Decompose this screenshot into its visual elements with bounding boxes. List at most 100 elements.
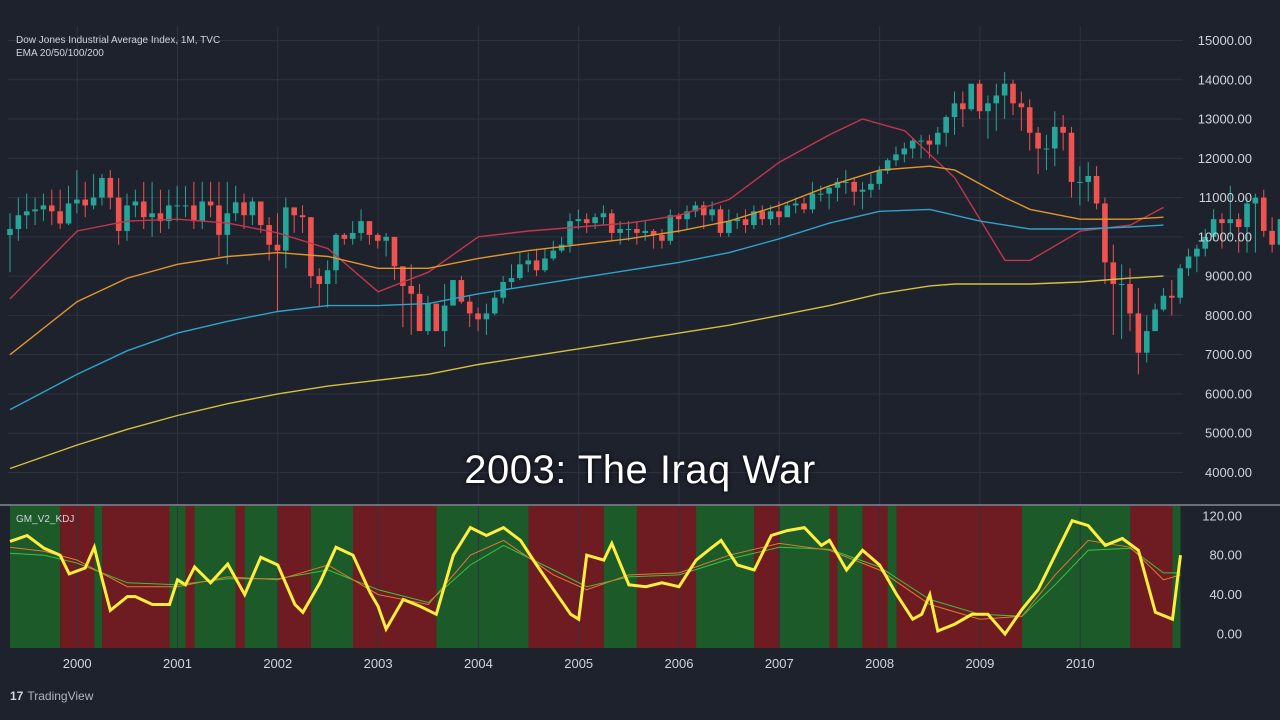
candle-body — [333, 234, 339, 271]
candle-body — [433, 303, 440, 332]
oscillator-axis: 120.00 80.00 40.00 0.00 — [1202, 508, 1242, 641]
oscillator-tick-label: 120.00 — [1202, 508, 1242, 523]
candle-body — [182, 205, 189, 207]
time-tick-label: 2004 — [464, 656, 493, 671]
candle-body — [341, 234, 348, 239]
candle-body — [1085, 175, 1092, 182]
candle-body — [734, 219, 740, 222]
candle-body — [132, 201, 139, 206]
candle-body — [57, 211, 63, 224]
candle-body — [884, 160, 891, 171]
candle-body — [592, 217, 598, 224]
candle-body — [759, 211, 766, 220]
candle-body — [550, 250, 557, 259]
time-tick-label: 2000 — [63, 656, 92, 671]
kdj-zone-bull — [10, 506, 61, 648]
candle-body — [1077, 181, 1083, 183]
price-tick-label: 6000.00 — [1205, 386, 1252, 401]
candle-body — [241, 202, 247, 216]
kdj-zone-bull — [436, 506, 529, 648]
candle-body — [1219, 219, 1225, 224]
candle-body — [709, 209, 715, 216]
time-tick-label: 2003 — [364, 656, 393, 671]
candle-body — [216, 205, 222, 235]
candle-body — [308, 217, 314, 277]
ema-indicator-title[interactable]: EMA 20/50/100/200 — [16, 48, 104, 59]
candle-body — [583, 219, 590, 224]
tradingview-brand[interactable]: 17 TradingView — [10, 689, 93, 703]
candle-body — [909, 140, 916, 149]
candle-body — [784, 205, 791, 218]
kdj-zone-bear — [636, 506, 697, 648]
candle-body — [1035, 132, 1041, 149]
candle-body — [1202, 236, 1209, 249]
chart-legend: Dow Jones Industrial Average Index, 1M, … — [16, 34, 220, 60]
candle-body — [834, 181, 841, 188]
candle-body — [567, 221, 573, 245]
candle-body — [1277, 219, 1280, 245]
candle-body — [466, 301, 473, 314]
candle-body — [475, 313, 481, 320]
candle-body — [868, 183, 874, 190]
candle-body — [684, 211, 690, 220]
candle-body — [1026, 107, 1033, 133]
candle-body — [742, 219, 749, 226]
candle-body — [968, 83, 975, 110]
candle-body — [575, 219, 582, 222]
kdj-zone-bull — [244, 506, 278, 648]
candle-body — [1010, 83, 1016, 104]
price-tick-label: 4000.00 — [1205, 465, 1252, 480]
candle-body — [859, 189, 866, 192]
candle-body — [1169, 295, 1175, 298]
candle-body — [1185, 256, 1192, 269]
candle-body — [843, 181, 849, 183]
candle-body — [876, 170, 883, 184]
symbol-title[interactable]: Dow Jones Industrial Average Index, 1M, … — [16, 35, 221, 46]
candle-body — [533, 260, 540, 271]
tradingview-logo-icon: 17 — [10, 689, 24, 703]
ema-line-ema50 — [9, 165, 1164, 356]
candle-body — [283, 207, 289, 251]
candle-body — [1018, 103, 1025, 108]
oscillator-title[interactable]: GM_V2_KDJ — [16, 514, 75, 525]
candle-body — [1135, 313, 1142, 353]
candle-body — [249, 201, 256, 216]
grid-lines — [8, 26, 1183, 648]
candle-body — [1143, 331, 1150, 353]
candle-body — [441, 305, 448, 332]
candle-body — [809, 193, 816, 210]
candle-body — [700, 205, 707, 216]
candle-body — [1160, 295, 1167, 310]
candle-body — [851, 181, 857, 192]
kdj-zone-bear — [528, 506, 604, 648]
candle-body — [90, 197, 97, 206]
candle-body — [1260, 197, 1267, 231]
candle-body — [1252, 197, 1259, 204]
candle-body — [174, 205, 180, 207]
price-tick-label: 5000.00 — [1205, 426, 1252, 441]
candle-body — [1060, 126, 1066, 133]
candle-body — [675, 215, 682, 220]
candle-body — [817, 193, 824, 195]
candle-body — [650, 230, 657, 235]
candle-body — [349, 232, 356, 239]
candle-body — [525, 260, 532, 265]
candle-body — [1102, 203, 1108, 263]
candle-body — [1152, 309, 1158, 332]
candle-body — [40, 205, 47, 210]
time-tick-label: 2008 — [865, 656, 894, 671]
candle-body — [408, 285, 414, 294]
candle-body — [115, 197, 122, 231]
candle-body — [274, 244, 281, 251]
candle-body — [1001, 83, 1008, 96]
candle-body — [107, 177, 114, 198]
brand-name: TradingView — [27, 689, 94, 703]
kdj-zone-bull — [887, 506, 897, 648]
time-tick-label: 2005 — [564, 656, 593, 671]
candle-body — [99, 177, 105, 198]
candle-body — [625, 228, 632, 230]
kdj-zone-bull — [94, 506, 103, 648]
candle-body — [1210, 219, 1217, 237]
candle-body — [1118, 283, 1125, 285]
